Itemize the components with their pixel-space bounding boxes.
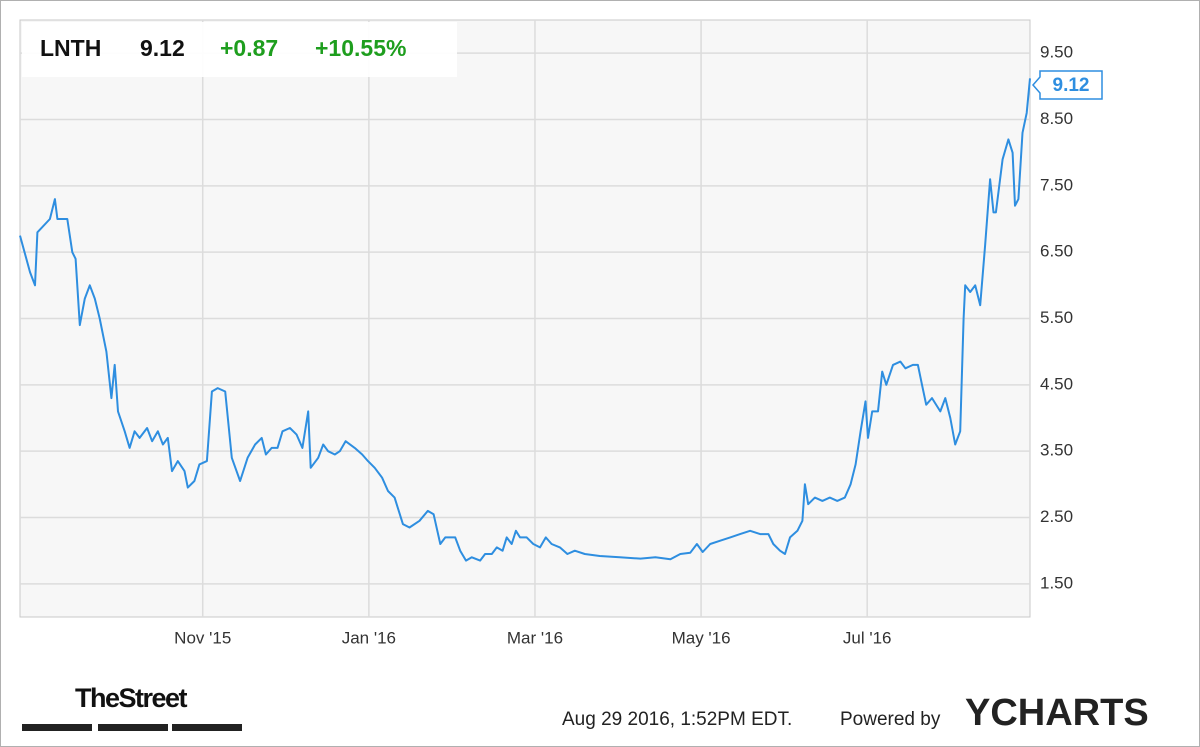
y-tick-label: 5.50 (1040, 308, 1073, 327)
y-tick-label: 8.50 (1040, 109, 1073, 128)
logo-bar (172, 724, 242, 731)
timestamp: Aug 29 2016, 1:52PM EDT. (562, 709, 792, 730)
powered-by: Powered by (840, 709, 941, 730)
y-tick-label: 6.50 (1040, 242, 1073, 261)
x-tick-label: Jul '16 (843, 628, 892, 647)
y-tick-label: 2.50 (1040, 507, 1073, 526)
x-tick-label: Mar '16 (507, 628, 563, 647)
header-box (22, 22, 457, 77)
change: +0.87 (220, 35, 278, 61)
x-tick-label: May '16 (672, 628, 731, 647)
x-tick-label: Jan '16 (342, 628, 396, 647)
last-price-callout (1032, 70, 1103, 100)
y-tick-label: 4.50 (1040, 374, 1073, 393)
logo-bar (98, 724, 168, 731)
y-tick-label: 7.50 (1040, 175, 1073, 194)
ticker: LNTH (40, 35, 101, 61)
x-tick-label: Nov '15 (174, 628, 231, 647)
price: 9.12 (140, 35, 185, 61)
change-percent: +10.55% (315, 35, 406, 61)
y-tick-label: 9.50 (1040, 43, 1073, 62)
logo-bar (22, 724, 92, 731)
y-tick-label: 3.50 (1040, 441, 1073, 460)
plot (19, 78, 1031, 562)
y-tick-label: 1.50 (1040, 573, 1073, 592)
last-price-label: 9.12 (1053, 75, 1090, 96)
price-line (19, 78, 1031, 562)
source-logo: TheStreet (75, 683, 188, 713)
brand-logo: YCHARTS (965, 692, 1149, 734)
grid (20, 20, 1030, 617)
